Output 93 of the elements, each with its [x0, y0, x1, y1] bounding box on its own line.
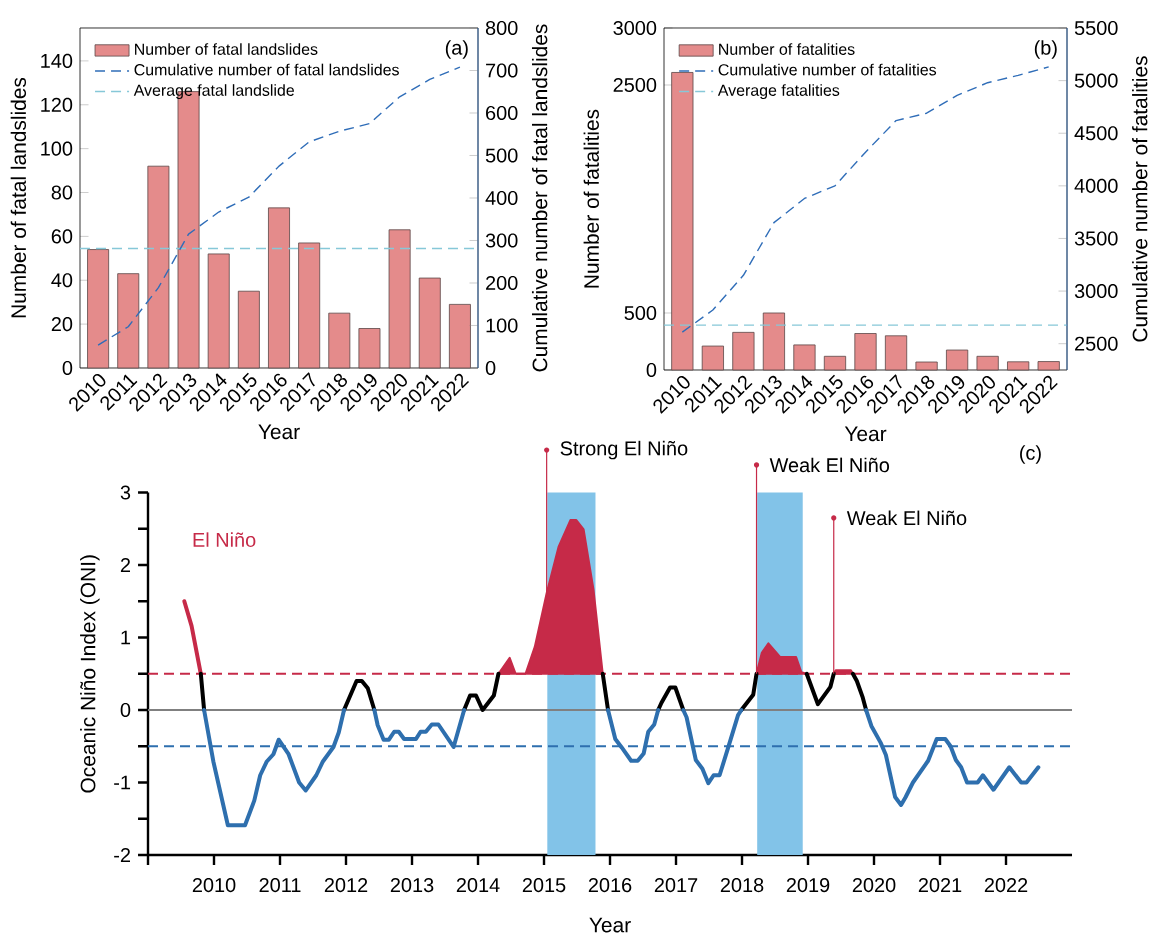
x-axis-title: Year — [589, 917, 631, 933]
y-tick-label: 40 — [51, 273, 73, 288]
legend-label: Number of fatal landslides — [135, 43, 318, 55]
y2-tick-label: 5000 — [1074, 73, 1118, 88]
y-axis-title: Number of fatal landslides — [10, 77, 27, 318]
x-tick-label: 2010 — [192, 878, 236, 893]
bar — [732, 331, 755, 371]
x-tick-label: 2015 — [522, 878, 566, 893]
y2-tick-label: 300 — [485, 233, 518, 248]
annotation: Weak El Niño — [769, 457, 890, 473]
y2-tick-label: 200 — [486, 275, 518, 291]
y2-tick-label: 500 — [485, 148, 518, 163]
y-tick-label: 100 — [41, 141, 73, 156]
y2-tick-label: 5500 — [1074, 20, 1118, 36]
bar — [117, 273, 140, 369]
bar — [207, 253, 230, 369]
y2-tick-label: 700 — [486, 63, 518, 78]
bar — [268, 207, 290, 369]
y-axis-title: Number of fatalities — [583, 109, 599, 288]
y-tick-label: 0 — [646, 362, 657, 378]
x-tick-label: 2022 — [984, 878, 1028, 893]
y-tick-label: 3 — [120, 485, 131, 500]
y-tick-label: 80 — [51, 185, 73, 200]
legend-label: Cumulative number of fatalities — [718, 63, 937, 76]
y2-tick-label: 2500 — [1075, 336, 1118, 351]
legend-label: Average fatal landslide — [133, 84, 294, 100]
y2-axis-title: Cumulative number of fatalities — [1132, 56, 1148, 342]
annotation: (a) — [445, 40, 468, 59]
y2-tick-label: 800 — [485, 20, 518, 36]
y-tick-label: 500 — [624, 305, 657, 321]
bar — [976, 355, 999, 371]
bar — [418, 277, 441, 369]
y-tick-label: 60 — [51, 229, 73, 244]
bar — [147, 165, 170, 369]
y-tick-label: -1 — [114, 775, 131, 790]
legend-label: Number of fatalities — [719, 43, 855, 55]
y-tick-label: 20 — [51, 317, 73, 332]
y2-tick-label: 4500 — [1074, 126, 1118, 141]
y2-tick-label: 400 — [485, 190, 518, 206]
bar — [87, 249, 110, 369]
y2-tick-label: 3000 — [1074, 284, 1118, 299]
text: (c) — [1020, 445, 1041, 464]
annotation: Weak El Niño — [846, 510, 967, 526]
y-tick-label: 2 — [120, 558, 130, 572]
y-tick-label: 0 — [62, 360, 73, 376]
y-tick-label: 2500 — [613, 77, 657, 93]
legend-label: Average fatalities — [717, 84, 840, 100]
y2-tick-label: 4000 — [1074, 178, 1118, 193]
x-tick-label: 2021 — [918, 878, 962, 893]
y-tick-label: 1 — [121, 630, 131, 645]
bar — [793, 344, 816, 371]
y-tick-label: 140 — [41, 53, 73, 68]
x-tick-label: 2014 — [456, 878, 500, 893]
bar — [1007, 361, 1030, 371]
bar — [237, 290, 260, 369]
bar — [1037, 361, 1060, 371]
bar — [448, 303, 471, 369]
bar — [854, 333, 877, 371]
y2-tick-label: 3500 — [1074, 231, 1118, 246]
bar — [328, 312, 351, 369]
y-axis-title: Oceanic Niño Index (ONI) — [80, 555, 100, 793]
text: El Niño — [193, 532, 256, 547]
bar — [915, 361, 938, 371]
bar — [358, 328, 381, 369]
x-tick-label: 2016 — [588, 878, 632, 893]
x-tick-label: 2012 — [324, 878, 368, 893]
y-tick-label: -2 — [114, 848, 130, 862]
bar — [762, 312, 785, 371]
x-tick-label: 2019 — [786, 878, 830, 893]
bar — [701, 345, 724, 371]
x-tick-label: 2013 — [390, 878, 434, 893]
bar — [671, 72, 694, 371]
annotation: Strong El Niño — [560, 440, 688, 460]
x-tick-label: 2011 — [259, 878, 301, 893]
bar — [884, 335, 908, 371]
annotation: (b) — [1034, 40, 1057, 59]
bar — [823, 355, 847, 371]
y2-tick-label: 100 — [486, 318, 518, 333]
x-tick-label: 2017 — [654, 878, 698, 893]
y-tick-label: 120 — [41, 97, 73, 112]
bar — [388, 229, 411, 369]
x-axis-title: Year — [258, 424, 300, 440]
x-axis-title: Year — [844, 426, 887, 442]
y2-axis-title: Cumulative number of fatal landslides — [531, 24, 548, 372]
y-tick-label: 3000 — [613, 20, 657, 36]
y2-tick-label: 600 — [486, 105, 518, 121]
x-tick-label: 2018 — [720, 878, 764, 893]
x-tick-label: 2020 — [852, 878, 896, 893]
bar — [946, 349, 969, 371]
legend-label: Cumulative number of fatal landslides — [134, 63, 399, 76]
y2-tick-label: 0 — [485, 360, 496, 376]
bar — [298, 242, 321, 369]
y-tick-label: 0 — [120, 702, 131, 718]
